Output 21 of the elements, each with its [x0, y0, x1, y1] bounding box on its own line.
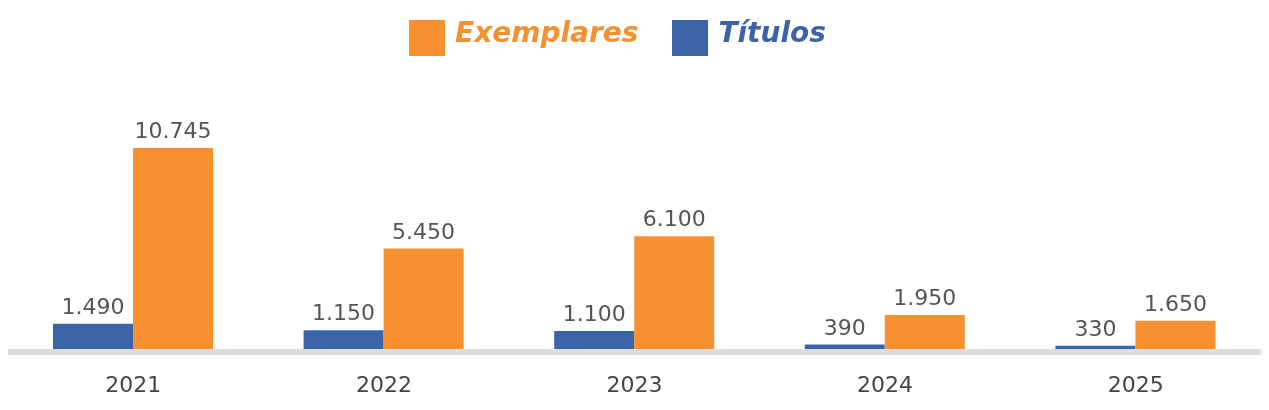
data-label: 1.950: [893, 284, 957, 310]
bar: [884, 314, 965, 352]
data-label: 1.490: [61, 293, 125, 319]
x-tick-label: 2024: [857, 371, 914, 397]
data-label: 1.150: [312, 300, 376, 326]
x-tick-label: 2021: [105, 371, 162, 397]
data-label: 10.745: [134, 118, 212, 143]
x-tick-label: 2025: [1107, 371, 1164, 397]
legend-label: Exemplares: [455, 16, 639, 49]
data-label: 1.650: [1143, 290, 1207, 316]
data-label: 5.450: [392, 218, 456, 244]
data-label: 330: [1074, 315, 1117, 341]
data-label: 1.100: [562, 301, 626, 327]
legend-label: Títulos: [718, 16, 826, 49]
data-label: 390: [823, 314, 866, 340]
data-label: 6.100: [642, 206, 706, 232]
x-tick-label: 2023: [606, 371, 663, 397]
bar: [133, 148, 213, 352]
x-tick-label: 2022: [355, 371, 412, 397]
bar: [634, 236, 715, 352]
bar: [383, 248, 464, 352]
